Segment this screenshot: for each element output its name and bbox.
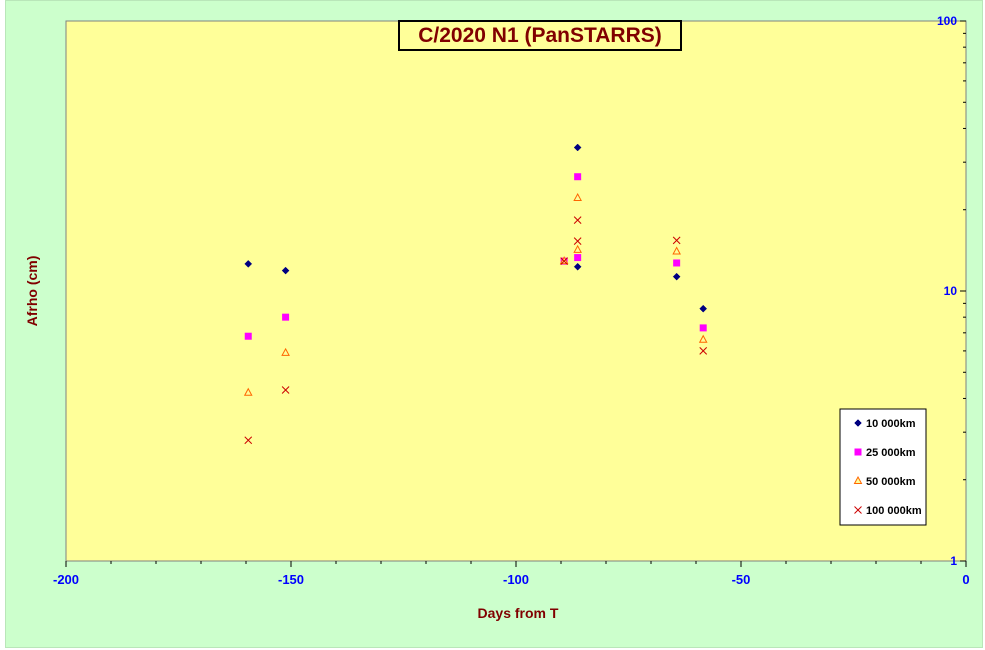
chart-area: -200 -150 -100 -50 0 1 10 100 10 000km 25 000km 5… bbox=[5, 0, 983, 648]
data-point bbox=[281, 386, 290, 394]
y-tick-label: 10 bbox=[944, 284, 958, 298]
data-point bbox=[573, 143, 582, 152]
chart-title-box: C/2020 N1 (PanSTARRS) bbox=[398, 20, 682, 51]
legend-marker bbox=[853, 475, 863, 484]
x-tick-label: -50 bbox=[732, 572, 751, 587]
x-axis-title: Days from T bbox=[478, 605, 559, 621]
legend-label: 100 000km bbox=[866, 505, 922, 517]
legend-marker bbox=[854, 506, 862, 514]
data-point bbox=[573, 237, 582, 245]
data-point bbox=[699, 304, 708, 313]
data-point bbox=[574, 173, 582, 181]
y-tick-label: 1 bbox=[950, 554, 957, 568]
x-tick-label: -200 bbox=[53, 572, 79, 587]
x-tick-label: 0 bbox=[962, 572, 969, 587]
data-point bbox=[573, 244, 582, 253]
data-point bbox=[573, 262, 582, 271]
data-point bbox=[244, 436, 253, 445]
legend-marker bbox=[854, 448, 862, 456]
data-point bbox=[672, 236, 681, 245]
data-point bbox=[282, 313, 290, 321]
series-0 bbox=[244, 143, 708, 313]
plot-area bbox=[65, 20, 967, 562]
legend-label: 50 000km bbox=[866, 476, 916, 488]
data-point bbox=[281, 266, 290, 275]
y-axis-title: Afrho (cm) bbox=[24, 256, 40, 327]
data-point bbox=[559, 256, 569, 265]
data-point bbox=[244, 332, 252, 340]
series-2 bbox=[243, 192, 708, 396]
data-point bbox=[672, 272, 681, 281]
legend-box bbox=[839, 408, 927, 526]
data-point bbox=[281, 347, 290, 356]
chart-svg: -200 -150 -100 -50 01 10 100 10 000km 25 000km 5… bbox=[24, 14, 970, 621]
chart-title: C/2020 N1 (PanSTARRS) bbox=[418, 23, 662, 47]
data-point bbox=[673, 259, 681, 267]
x-tick-label: -100 bbox=[503, 572, 529, 587]
legend-marker bbox=[854, 419, 862, 427]
data-point bbox=[243, 387, 253, 396]
data-point bbox=[672, 246, 681, 255]
legend: 10 000km 25 000km 50 000km 100 000km bbox=[839, 408, 927, 526]
data-point bbox=[699, 347, 708, 355]
data-point bbox=[698, 334, 708, 343]
legend-label: 25 000km bbox=[866, 447, 916, 459]
data-point bbox=[574, 254, 582, 262]
data-point bbox=[573, 216, 582, 224]
series-3 bbox=[244, 216, 708, 445]
x-tick-label: -150 bbox=[278, 572, 304, 587]
y-tick-label: 100 bbox=[937, 14, 957, 28]
data-point bbox=[699, 324, 707, 332]
data-point bbox=[560, 257, 569, 265]
data-point bbox=[573, 192, 582, 202]
data-point bbox=[244, 260, 253, 268]
legend-label: 10 000km bbox=[866, 418, 916, 430]
